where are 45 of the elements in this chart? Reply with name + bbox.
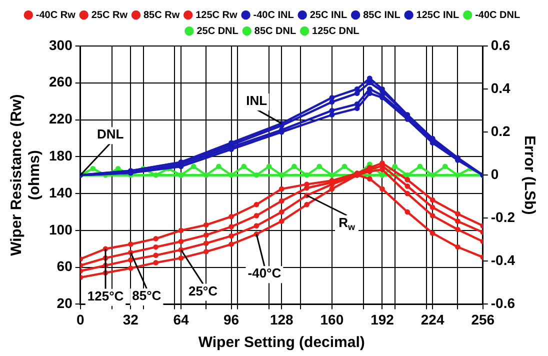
x-tick-label: 64 (173, 311, 189, 328)
y-tick-label: 20 (56, 295, 73, 312)
x-tick-label: 224 (420, 311, 444, 328)
y2-tick-label: -0.4 (490, 252, 516, 268)
legend-label: 25C INL (310, 10, 348, 21)
legend-label: 125C Rw (196, 10, 238, 21)
annotation: -40°C (248, 266, 282, 281)
y2-axis-title: Error (LSb) (520, 136, 538, 215)
legend-label: 25C DNL (196, 26, 238, 37)
x-tick-label: 32 (122, 311, 139, 328)
annotation: 85°C (132, 288, 162, 304)
x-axis-title: Wiper Setting (decimal) (198, 334, 365, 352)
y2-tick-label: 0.6 (490, 36, 511, 53)
y-tick-label: 60 (56, 258, 73, 274)
annotation: 125°C (87, 288, 124, 304)
legend-label: -40C INL (253, 10, 294, 21)
x-tick-label: 128 (270, 311, 294, 328)
legend-label: 25C Rw (91, 10, 128, 21)
x-tick-label: 192 (370, 311, 394, 328)
legend-label: 125C DNL (312, 26, 360, 37)
legend-label: -40C Rw (36, 10, 76, 21)
x-tick-label: 96 (224, 311, 240, 328)
y2-tick-label: 0.2 (490, 122, 511, 139)
x-tick-label: 160 (320, 311, 344, 328)
legend-label: 85C DNL (254, 26, 296, 37)
y-tick-label: 100 (49, 221, 73, 238)
y2-tick-label: 0 (490, 166, 499, 182)
y-tick-label: 140 (49, 184, 73, 200)
legend-label: 125C INL (416, 10, 460, 21)
y2-tick-label: 0.4 (490, 80, 511, 96)
y-tick-label: 180 (49, 148, 73, 164)
legend-label: 85C INL (363, 10, 400, 21)
annotation: INL (246, 93, 268, 108)
annotation: 25°C (188, 283, 218, 298)
y2-tick-label: -0.2 (490, 208, 516, 225)
legend-label: 85C Rw (143, 10, 180, 21)
y-tick-label: 300 (49, 36, 73, 53)
x-tick-label: 0 (76, 311, 84, 328)
y-axis-title: Wiper Resistance (Rw) (ohms) (8, 94, 44, 256)
legend-label: -40C DNL (475, 10, 520, 21)
y-tick-label: 220 (49, 110, 73, 127)
y-tick-label: 260 (49, 74, 73, 90)
annotation: DNL (97, 126, 124, 142)
y2-tick-label: -0.6 (490, 295, 516, 312)
x-tick-label: 256 (471, 311, 495, 328)
